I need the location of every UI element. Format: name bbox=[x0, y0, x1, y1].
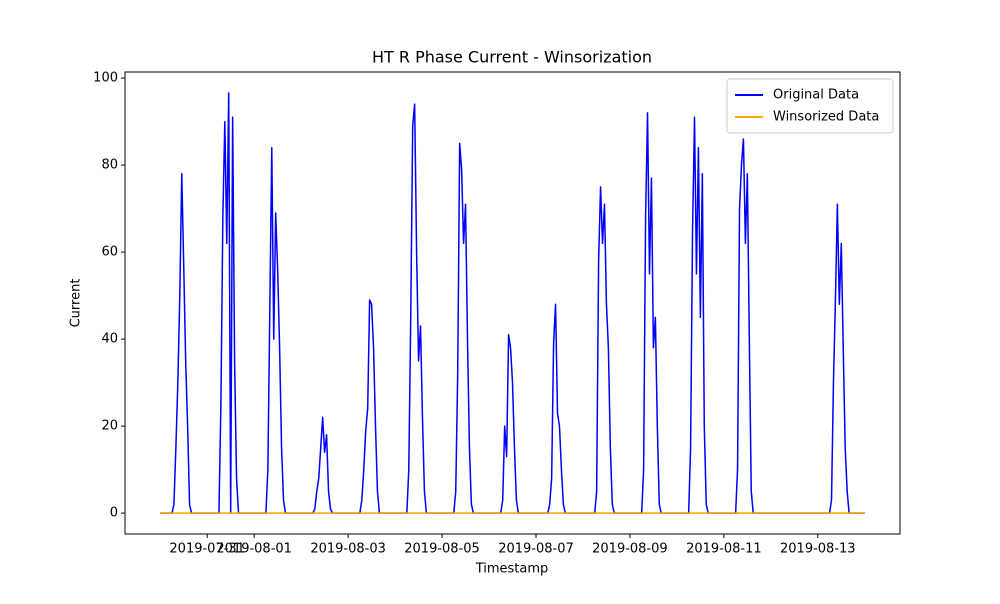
x-tick-label: 2019-08-11 bbox=[686, 542, 762, 557]
x-axis-label: Timestamp bbox=[475, 562, 549, 577]
y-tick-label: 80 bbox=[101, 158, 118, 173]
x-tick-label: 2019-08-13 bbox=[780, 542, 856, 557]
y-tick-label: 40 bbox=[101, 332, 118, 347]
plot-frame bbox=[124, 71, 901, 535]
x-tick-label: 2019-08-07 bbox=[498, 542, 574, 557]
series-line bbox=[160, 92, 865, 514]
y-axis-label: Current bbox=[69, 279, 84, 328]
x-tick-label: 2019-08-05 bbox=[404, 542, 480, 557]
legend-label: Winsorized Data bbox=[773, 110, 879, 125]
legend-box bbox=[726, 78, 894, 134]
x-tick-label: 2019-08-03 bbox=[310, 542, 386, 557]
chart-title: HT R Phase Current - Winsorization bbox=[372, 48, 652, 67]
x-tick-label: 2019-07-31 bbox=[169, 542, 245, 557]
y-tick-label: 0 bbox=[110, 506, 118, 521]
y-tick-label: 100 bbox=[93, 71, 118, 86]
x-tick-label: 2019-08-09 bbox=[592, 542, 668, 557]
y-tick-label: 20 bbox=[101, 419, 118, 434]
x-tick-label: 2019-08-01 bbox=[216, 542, 292, 557]
legend-label: Original Data bbox=[773, 88, 859, 103]
y-tick-label: 60 bbox=[101, 245, 118, 260]
